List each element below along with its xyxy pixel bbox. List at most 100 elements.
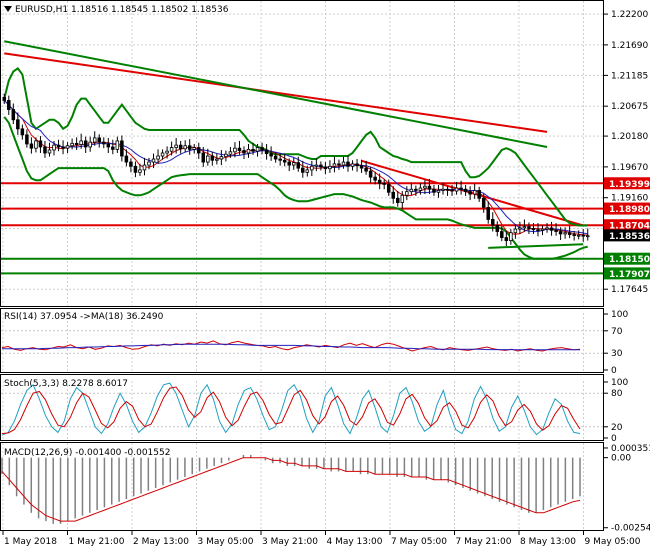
candle-body	[332, 163, 337, 167]
candle-body	[269, 153, 273, 157]
price-panel[interactable]: 1.22200 1.21690 1.21185 1.20675 1.20180 1.196…	[0, 0, 650, 307]
bollinger-upper	[3, 67, 588, 227]
candle-body	[43, 146, 47, 154]
candle-body	[396, 197, 400, 203]
candle-body	[346, 161, 350, 167]
candle-body	[291, 162, 296, 166]
candles	[2, 93, 590, 247]
candle-body	[572, 234, 576, 236]
candle-body	[500, 231, 504, 238]
candle-body	[554, 229, 558, 232]
axis-label: 0	[611, 434, 617, 444]
candle-body	[509, 232, 513, 241]
candle-body	[138, 169, 142, 173]
candle-body	[183, 145, 187, 150]
candle-body	[224, 153, 228, 158]
candle-body	[463, 188, 468, 193]
price-tag-label: 1.18704	[609, 222, 650, 232]
axis-label: 0.00	[611, 454, 631, 464]
candle-body	[382, 182, 386, 185]
candle-body	[405, 191, 409, 196]
price-tag-label: 1.18980	[609, 205, 650, 215]
candle-body	[518, 227, 522, 230]
channel-line	[4, 52, 548, 133]
candle-body	[255, 147, 260, 152]
candle-body	[52, 144, 56, 151]
candle-body	[409, 188, 414, 193]
candle-body	[196, 147, 201, 154]
candle-body	[527, 226, 531, 229]
candle-body	[215, 158, 219, 161]
candle-body	[296, 162, 301, 169]
time-tick-label: 4 May 13:00	[327, 537, 383, 547]
rsi-panel[interactable]: 100 70 30 0 RSI(14) 37.0954 ->MA(18) 36.249…	[0, 308, 629, 377]
candle-body	[25, 134, 29, 145]
candle-body	[156, 155, 160, 160]
candle-body	[237, 147, 242, 151]
candle-body	[427, 185, 432, 190]
candle-body	[88, 141, 92, 148]
candle-body	[160, 152, 165, 157]
candle-body	[341, 161, 346, 166]
price-axis: 1.22200 1.21690 1.21185 1.20675 1.20180 1.196…	[603, 10, 648, 295]
candle-body	[142, 164, 147, 171]
candle-body	[124, 155, 129, 163]
macd-signal	[1, 457, 581, 522]
channel-line	[488, 243, 584, 249]
candle-body	[468, 191, 472, 195]
candle-body	[2, 97, 7, 101]
candle-body	[319, 164, 323, 168]
time-tick-label: 7 May 05:00	[391, 537, 447, 547]
candle-body	[350, 163, 355, 167]
candle-body	[567, 232, 572, 235]
axis-label: -0.002540	[611, 524, 650, 534]
candle-body	[558, 231, 563, 235]
candle-body	[495, 225, 500, 232]
candle-body	[504, 237, 509, 241]
axis-label: 0	[611, 366, 617, 376]
candle-body	[83, 140, 88, 148]
rsi-lines	[1, 340, 581, 352]
price-tick-label: 1.21690	[611, 41, 648, 51]
candle-body	[133, 165, 138, 173]
candle-body	[219, 156, 224, 160]
candle-body	[61, 146, 65, 149]
candle-body	[192, 147, 196, 150]
price-tag	[604, 202, 650, 215]
candle-body	[20, 128, 25, 136]
candle-body	[260, 147, 264, 151]
candle-body	[414, 188, 418, 191]
time-tick-label: 2 May 13:00	[133, 537, 189, 547]
candle-body	[459, 187, 463, 190]
time-tick-label: 1 May 2018	[4, 537, 57, 547]
candle-body	[337, 163, 341, 166]
axis-label: 30	[611, 349, 623, 359]
candle-body	[310, 165, 314, 171]
candle-body	[206, 155, 210, 163]
ma-slow	[3, 100, 588, 235]
macd-title: MACD(12,26,9) -0.001400 -0.001552	[4, 448, 170, 458]
candle-body	[545, 227, 549, 230]
time-tick-label: 8 May 13:00	[520, 537, 576, 547]
candle-body	[70, 142, 74, 147]
candle-body	[391, 191, 396, 199]
axis-label: 0.000351	[611, 444, 650, 454]
candle-body	[581, 234, 585, 237]
candle-body	[251, 148, 255, 152]
candle-body	[246, 148, 251, 154]
axis-label: 80	[611, 389, 623, 399]
candle-body	[201, 152, 206, 163]
candle-body	[432, 188, 436, 193]
stoch-title: Stoch(5,3,3) 8.2278 8.6017	[4, 379, 128, 389]
price-tick-label: 1.19670	[611, 163, 648, 173]
collapse-arrow-icon[interactable]	[4, 6, 12, 12]
candle-body	[486, 206, 490, 220]
bollinger-bands	[3, 67, 588, 260]
candle-body	[423, 185, 427, 189]
rsi-title: RSI(14) 37.0954 ->MA(18) 36.2490	[4, 312, 164, 322]
